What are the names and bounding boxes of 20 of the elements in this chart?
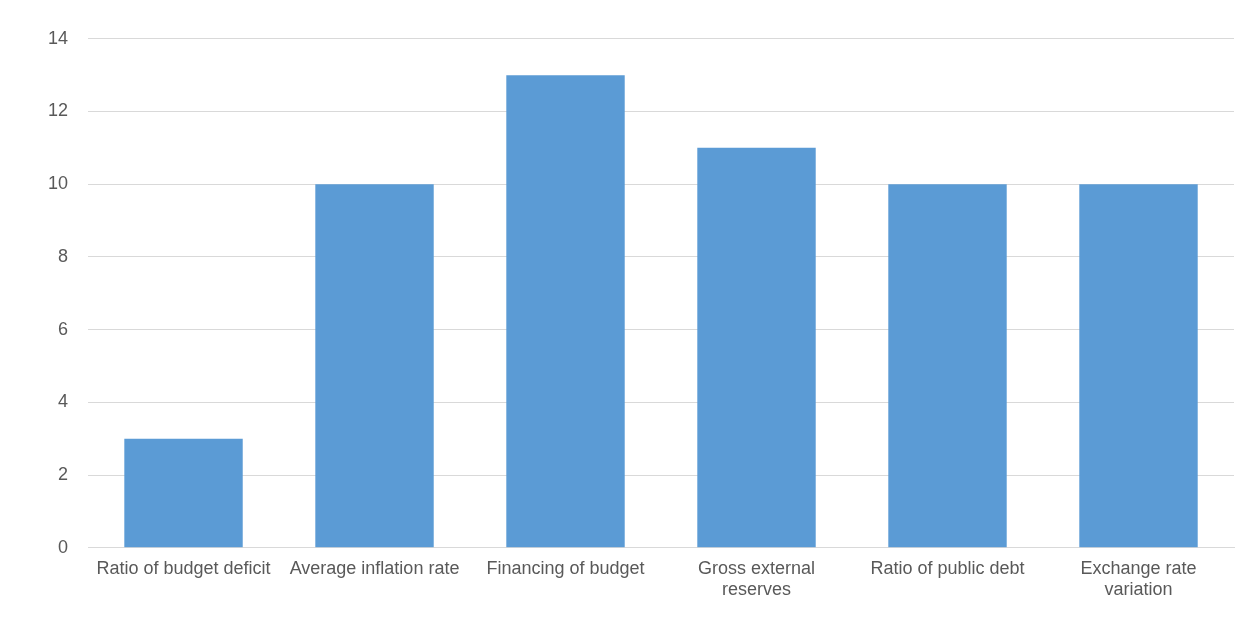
bar — [506, 75, 625, 548]
x-tick-label: Financing of budget — [486, 557, 645, 578]
y-tick-label: 0 — [58, 536, 69, 557]
bar — [124, 438, 243, 548]
bar — [888, 184, 1007, 548]
x-tick-label: Ratio of public debt — [870, 557, 1025, 578]
x-tick-label: Gross external reserves — [697, 557, 816, 600]
y-tick-label: 4 — [58, 391, 69, 412]
bar — [315, 184, 434, 548]
x-tick-label: Ratio of budget deficit — [96, 557, 271, 578]
y-tick-label: 6 — [58, 318, 69, 339]
x-tick-label: Exchange rate variation — [1080, 557, 1197, 600]
y-tick-label: 8 — [58, 245, 69, 266]
x-tick-label: Average inflation rate — [289, 557, 460, 578]
y-tick-label: 10 — [47, 173, 69, 194]
bar — [1079, 184, 1198, 548]
y-tick-label: 12 — [47, 100, 69, 121]
bar — [697, 147, 816, 548]
y-tick-label: 14 — [47, 27, 69, 48]
y-tick-label: 2 — [58, 464, 69, 485]
